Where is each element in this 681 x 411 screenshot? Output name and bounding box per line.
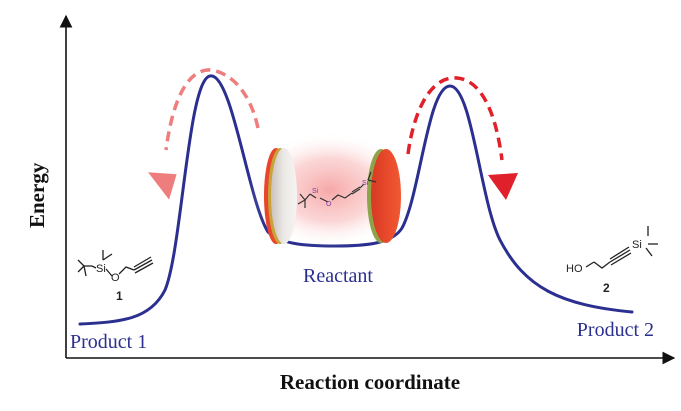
arrow-to-product1-head [148, 172, 177, 200]
arrow-to-product2-head [488, 173, 518, 200]
reactant-molecule-o: O [326, 201, 332, 208]
x-axis-label: Reaction coordinate [280, 370, 460, 394]
reactant-label: Reactant [303, 265, 373, 287]
reactant-molecule-si2: Si [362, 180, 369, 187]
red-disk [367, 149, 401, 243]
compound-1-o: O [111, 272, 120, 284]
product-1-label: Product 1 [70, 331, 147, 353]
compound-1-structure [77, 250, 154, 277]
product-2-label: Product 2 [577, 319, 654, 341]
compound-2-ho: HO [566, 263, 583, 275]
compound-2-structure [585, 226, 658, 269]
compound-2-number: 2 [603, 281, 610, 295]
arrow-to-product2 [406, 76, 504, 161]
arrow-to-product1 [164, 68, 260, 151]
reactant-molecule [297, 171, 377, 208]
reactant-molecule-si1: Si [312, 188, 319, 195]
compound-1-number: 1 [116, 289, 123, 303]
compound-2-si: Si [632, 239, 642, 251]
compound-1-si: Si [96, 263, 106, 275]
grey-disk [264, 148, 297, 244]
y-axis-label: Energy [25, 162, 49, 228]
